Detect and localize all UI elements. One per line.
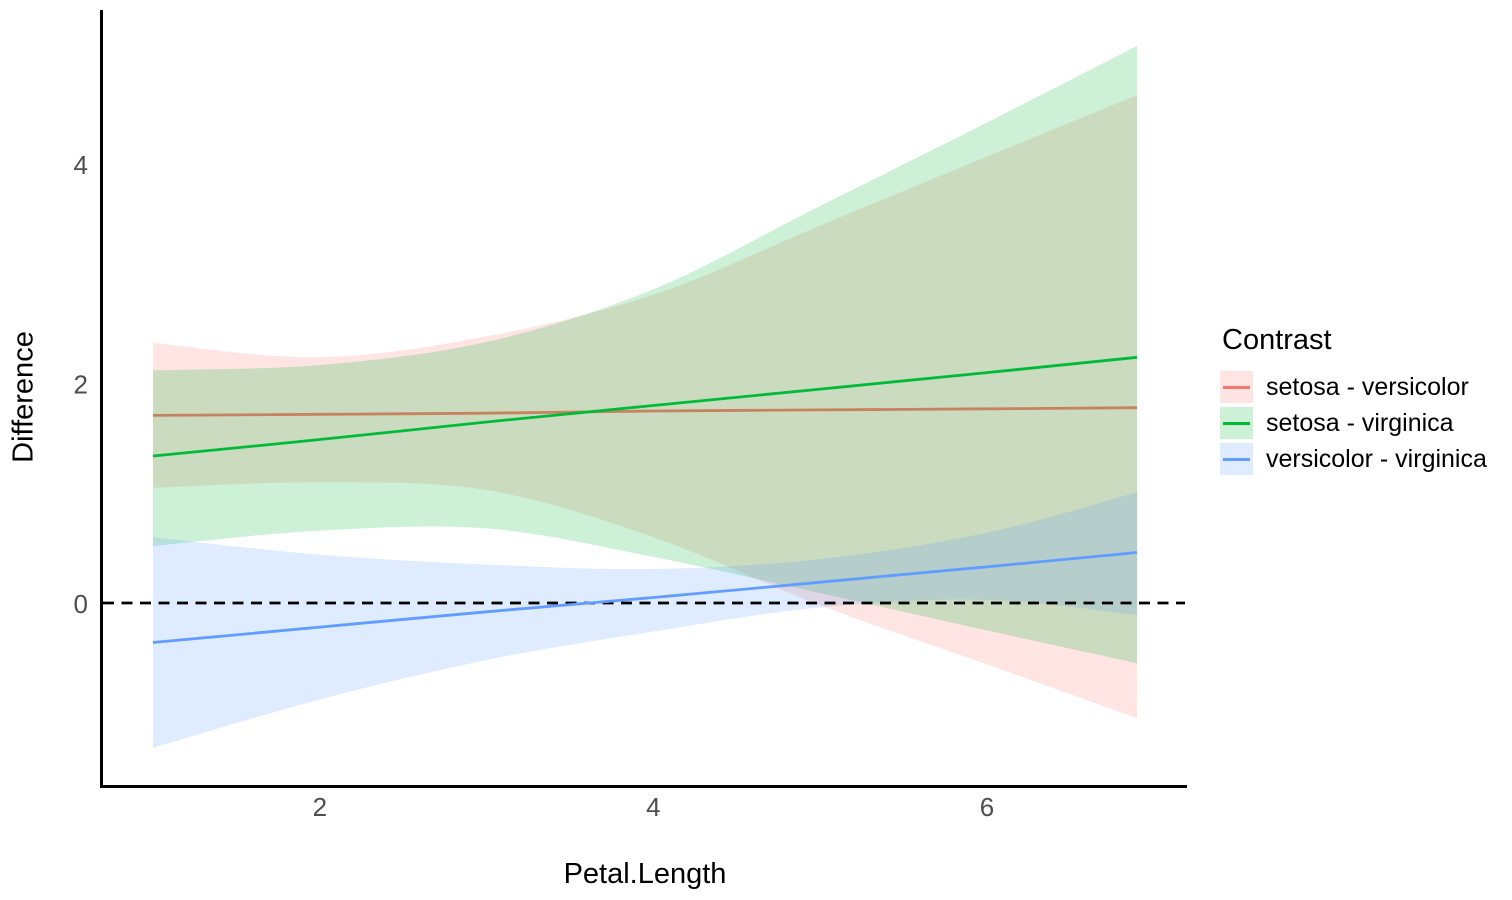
legend: Contrast setosa - versicolor setosa - vir… xyxy=(1220,324,1487,477)
legend-title: Contrast xyxy=(1222,324,1332,356)
y-tick-label: 0 xyxy=(74,589,88,619)
legend-item-versicolor---virginica: versicolor - virginica xyxy=(1220,441,1487,477)
legend-ribbon-swatch xyxy=(1220,443,1253,475)
legend-ribbon-swatch xyxy=(1220,407,1253,439)
ribbon-setosa---virginica xyxy=(153,45,1138,664)
y-axis-title: Difference xyxy=(7,331,40,463)
legend-ribbon-swatch xyxy=(1220,371,1253,403)
legend-items: setosa - versicolor setosa - virginica ver… xyxy=(1220,369,1487,477)
legend-item-setosa---virginica: setosa - virginica xyxy=(1220,405,1487,441)
legend-item-setosa---versicolor: setosa - versicolor xyxy=(1220,369,1487,405)
legend-label: versicolor - virginica xyxy=(1266,444,1487,473)
legend-label: setosa - versicolor xyxy=(1266,372,1469,401)
y-tick-label: 2 xyxy=(74,370,88,400)
x-tick-label: 6 xyxy=(980,792,994,822)
legend-line-swatch xyxy=(1223,385,1250,389)
x-axis-title: Petal.Length xyxy=(563,858,727,890)
y-tick-label: 4 xyxy=(74,150,88,180)
x-tick-label: 2 xyxy=(313,792,327,822)
ribbon-versicolor---virginica xyxy=(153,492,1138,748)
line-versicolor---virginica xyxy=(152,551,1138,644)
legend-label: setosa - virginica xyxy=(1266,408,1454,437)
line-setosa---virginica xyxy=(152,355,1138,458)
legend-line-swatch xyxy=(1223,421,1250,425)
legend-line-swatch xyxy=(1223,457,1250,461)
line-setosa---versicolor xyxy=(152,406,1138,417)
x-tick-label: 4 xyxy=(646,792,660,822)
